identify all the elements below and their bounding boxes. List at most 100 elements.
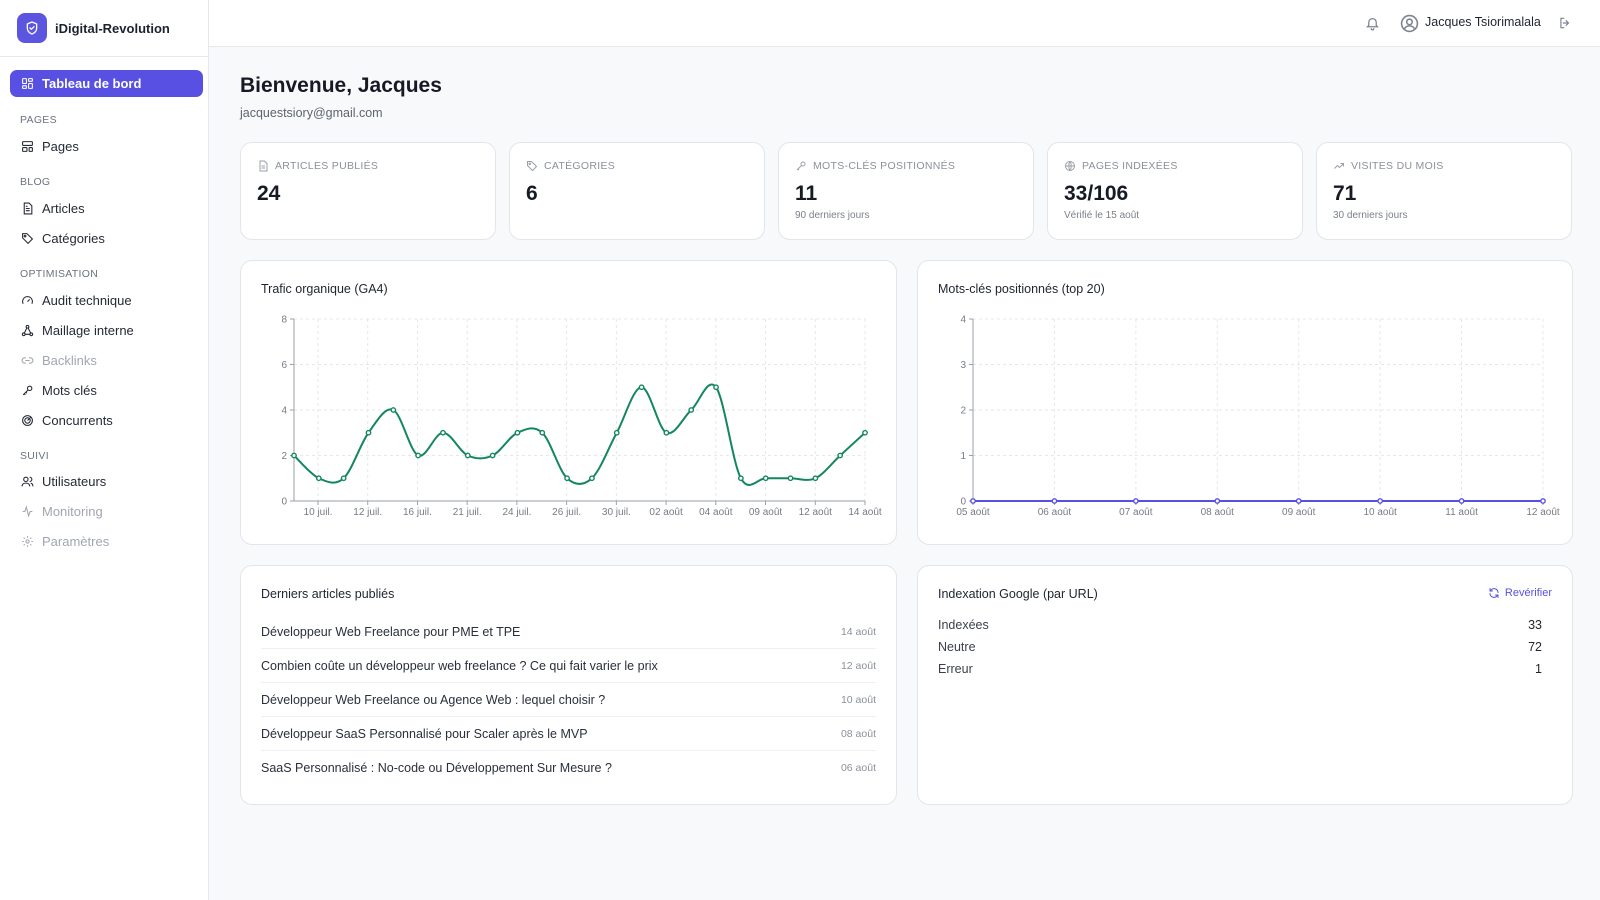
stat-label: PAGES INDEXÉES xyxy=(1064,160,1178,172)
recheck-button[interactable]: Revérifier xyxy=(1488,587,1552,599)
stat-value: 71 xyxy=(1333,182,1357,205)
y-tick-label: 4 xyxy=(960,315,966,326)
sidebar-item-monitoring[interactable]: Monitoring xyxy=(20,500,200,522)
stat-card-keywords: MOTS-CLÉS POSITIONNÉS 11 90 derniers jou… xyxy=(778,142,1034,240)
indexation-label: Erreur xyxy=(938,662,973,676)
stat-label: CATÉGORIES xyxy=(526,160,615,172)
list-item[interactable]: SaaS Personnalisé : No-code ou Développe… xyxy=(261,751,876,785)
user-name[interactable]: Jacques Tsiorimalala xyxy=(1425,15,1541,29)
data-point xyxy=(365,429,372,436)
recheck-label: Revérifier xyxy=(1504,587,1552,599)
gauge-icon xyxy=(20,293,34,307)
brand-name: iDigital-Revolution xyxy=(55,20,170,36)
indexation-panel: Indexation Google (par URL) Revérifier I… xyxy=(917,565,1573,805)
list-item[interactable]: Développeur Web Freelance ou Agence Web … xyxy=(261,683,876,717)
stat-card-articles: ARTICLES PUBLIÉS 24 xyxy=(240,142,496,240)
list-item[interactable]: Développeur SaaS Personnalisé pour Scale… xyxy=(261,717,876,751)
file-text-icon xyxy=(257,160,269,172)
stat-card-categories: CATÉGORIES 6 xyxy=(509,142,765,240)
trending-up-icon xyxy=(1333,160,1345,172)
bell-icon[interactable] xyxy=(1364,14,1380,32)
user-email: jacquestsiory@gmail.com xyxy=(240,106,383,120)
latest-articles-panel: Derniers articles publiés Développeur We… xyxy=(240,565,897,805)
sidebar-item-label: Monitoring xyxy=(42,503,103,519)
data-point xyxy=(415,452,422,459)
stat-card-indexed-pages: PAGES INDEXÉES 33/106 Vérifié le 15 août xyxy=(1047,142,1303,240)
stat-value: 33/106 xyxy=(1064,182,1129,205)
data-point xyxy=(1132,498,1139,504)
sidebar-item-keywords[interactable]: Mots clés xyxy=(20,379,200,401)
list-item[interactable]: Combien coûte un développeur web freelan… xyxy=(261,649,876,683)
sidebar-item-label: Concurrents xyxy=(42,412,113,428)
data-point xyxy=(291,452,297,459)
sidebar-item-backlinks[interactable]: Backlinks xyxy=(20,349,200,371)
sidebar-section-suivi: SUIVI xyxy=(20,450,49,462)
y-tick-label: 4 xyxy=(281,406,287,417)
stat-label-text: MOTS-CLÉS POSITIONNÉS xyxy=(813,160,956,172)
article-date: 06 août xyxy=(840,762,876,774)
data-point xyxy=(1377,498,1384,504)
series-line xyxy=(293,383,866,486)
key-icon xyxy=(795,160,807,172)
brand[interactable]: iDigital-Revolution xyxy=(0,0,208,57)
sidebar-item-articles[interactable]: Articles xyxy=(20,197,200,219)
list-item[interactable]: Développeur Web Freelance pour PME et TP… xyxy=(261,615,876,649)
x-tick-label: 05 août xyxy=(956,507,990,518)
sidebar-item-users[interactable]: Utilisateurs xyxy=(20,470,200,492)
data-point xyxy=(315,475,322,482)
y-tick-label: 0 xyxy=(281,497,287,508)
sidebar-item-label: Paramètres xyxy=(42,533,110,549)
sidebar-item-maillage[interactable]: Maillage interne xyxy=(20,319,200,341)
x-tick-label: 26 juil. xyxy=(552,507,581,518)
sidebar-item-pages[interactable]: Pages xyxy=(20,135,200,157)
panel-title: Derniers articles publiés xyxy=(261,587,395,601)
article-date: 14 août xyxy=(840,625,876,638)
data-point xyxy=(688,407,695,413)
article-title[interactable]: SaaS Personnalisé : No-code ou Développe… xyxy=(261,761,612,775)
sidebar-item-settings[interactable]: Paramètres xyxy=(20,530,200,552)
sidebar-item-label: Tableau de bord xyxy=(42,76,142,91)
x-tick-label: 12 juil. xyxy=(353,507,382,518)
article-title[interactable]: Développeur Web Freelance pour PME et TP… xyxy=(261,624,521,639)
x-tick-label: 10 juil. xyxy=(304,507,333,518)
x-tick-label: 21 juil. xyxy=(453,507,482,518)
indexation-label: Neutre xyxy=(938,640,976,654)
sidebar-item-label: Articles xyxy=(42,200,85,216)
article-date: 10 août xyxy=(840,693,876,706)
x-tick-label: 08 août xyxy=(1201,507,1235,518)
indexation-label: Indexées xyxy=(938,618,989,632)
y-tick-label: 2 xyxy=(281,451,287,462)
data-point xyxy=(812,475,819,482)
y-tick-label: 0 xyxy=(960,497,966,508)
sidebar-item-categories[interactable]: Catégories xyxy=(20,227,200,249)
x-tick-label: 12 août xyxy=(1526,507,1560,518)
article-title[interactable]: Développeur SaaS Personnalisé pour Scale… xyxy=(261,726,588,741)
x-tick-label: 10 août xyxy=(1363,507,1397,518)
sidebar-item-dashboard[interactable]: Tableau de bord xyxy=(10,70,203,97)
tag-icon xyxy=(526,160,538,172)
article-title[interactable]: Développeur Web Freelance ou Agence Web … xyxy=(261,692,606,707)
x-tick-label: 06 août xyxy=(1038,507,1072,518)
article-date: 12 août xyxy=(840,659,876,672)
data-point xyxy=(663,429,670,436)
sidebar-item-label: Maillage interne xyxy=(42,322,134,338)
x-tick-label: 11 août xyxy=(1445,507,1478,518)
sidebar-item-audit[interactable]: Audit technique xyxy=(20,289,200,311)
dashboard-grid-icon xyxy=(20,77,34,91)
data-point xyxy=(1295,498,1302,504)
x-tick-label: 12 août xyxy=(799,507,833,518)
article-title[interactable]: Combien coûte un développeur web freelan… xyxy=(261,658,658,673)
users-icon xyxy=(20,474,34,488)
data-point xyxy=(589,475,595,482)
layout-icon xyxy=(20,139,34,153)
data-point xyxy=(1540,498,1546,504)
user-circle-icon[interactable] xyxy=(1399,13,1419,33)
sidebar-item-label: Pages xyxy=(42,138,79,154)
data-point xyxy=(390,407,397,413)
logout-icon[interactable] xyxy=(1557,15,1573,31)
stat-label: ARTICLES PUBLIÉS xyxy=(257,160,378,172)
sidebar-item-label: Catégories xyxy=(42,230,105,246)
sidebar-item-competitors[interactable]: Concurrents xyxy=(20,409,200,431)
stat-label: MOTS-CLÉS POSITIONNÉS xyxy=(795,160,955,172)
data-point xyxy=(638,384,645,391)
